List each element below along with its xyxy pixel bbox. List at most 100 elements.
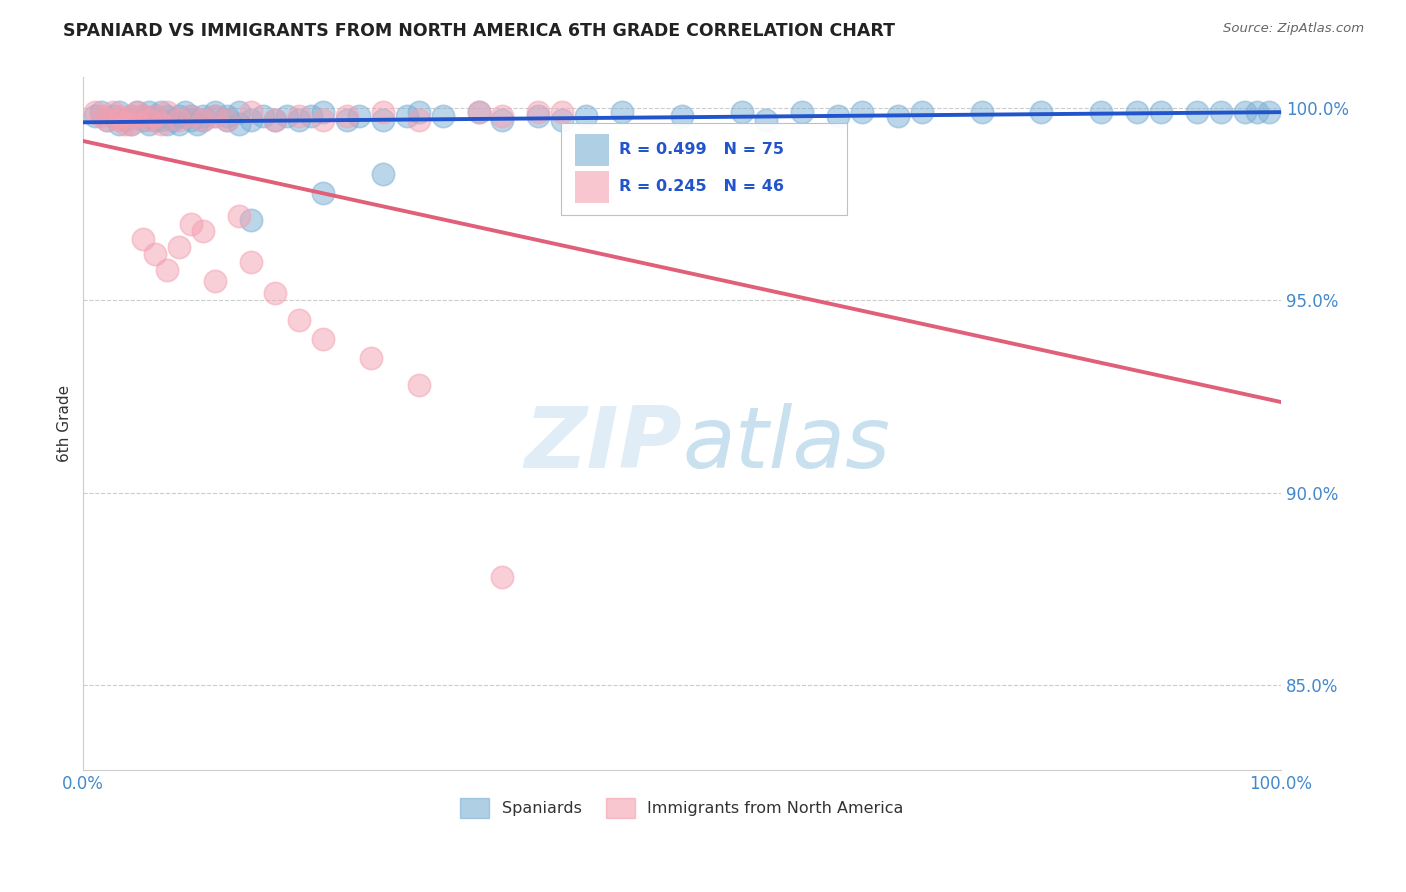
Point — [264, 112, 287, 127]
Point — [264, 285, 287, 300]
Point — [103, 109, 125, 123]
Point — [120, 117, 142, 131]
Point — [215, 112, 238, 127]
Point — [180, 112, 202, 127]
Point — [1246, 105, 1268, 120]
Point — [239, 255, 262, 269]
Point — [970, 105, 993, 120]
Point — [120, 109, 142, 123]
Y-axis label: 6th Grade: 6th Grade — [58, 385, 72, 462]
Point — [215, 112, 238, 127]
Point — [191, 224, 214, 238]
Point — [336, 112, 359, 127]
Point — [138, 117, 160, 131]
Point — [215, 109, 238, 123]
Point — [288, 312, 311, 326]
Point — [150, 105, 173, 120]
Point — [312, 112, 335, 127]
Point — [180, 109, 202, 123]
Point — [204, 109, 226, 123]
Point — [1090, 105, 1112, 120]
Legend: Spaniards, Immigrants from North America: Spaniards, Immigrants from North America — [454, 792, 910, 824]
Point — [138, 105, 160, 120]
Point — [299, 109, 322, 123]
Point — [239, 112, 262, 127]
Point — [191, 112, 214, 127]
Text: atlas: atlas — [682, 403, 890, 486]
Point — [371, 105, 394, 120]
Point — [408, 112, 430, 127]
Point — [167, 112, 190, 127]
Point — [143, 109, 166, 123]
Point — [312, 332, 335, 346]
Point — [408, 378, 430, 392]
Point — [167, 240, 190, 254]
Point — [467, 105, 489, 120]
Point — [612, 105, 634, 120]
Point — [127, 105, 149, 120]
Point — [108, 105, 131, 120]
Point — [132, 232, 155, 246]
Point — [84, 105, 107, 120]
Point — [239, 212, 262, 227]
Point — [150, 117, 173, 131]
Point — [911, 105, 934, 120]
Point — [1185, 105, 1208, 120]
Point — [186, 117, 208, 131]
Point — [671, 109, 693, 123]
Point — [312, 186, 335, 200]
Point — [174, 105, 197, 120]
Text: R = 0.499   N = 75: R = 0.499 N = 75 — [619, 142, 783, 157]
Point — [162, 112, 184, 127]
Point — [180, 217, 202, 231]
Point — [1031, 105, 1053, 120]
Point — [96, 112, 118, 127]
Point — [150, 112, 173, 127]
Point — [156, 262, 179, 277]
Point — [491, 570, 513, 584]
Point — [491, 112, 513, 127]
Point — [180, 109, 202, 123]
Point — [120, 117, 142, 131]
Point — [408, 105, 430, 120]
Point — [360, 351, 382, 366]
Point — [395, 109, 418, 123]
Point — [288, 112, 311, 127]
Point — [336, 109, 359, 123]
Point — [108, 117, 131, 131]
Point — [1209, 105, 1232, 120]
Point — [264, 112, 287, 127]
Point — [575, 109, 598, 123]
Point — [276, 109, 298, 123]
Point — [312, 105, 335, 120]
Point — [228, 117, 250, 131]
Point — [288, 109, 311, 123]
Point — [120, 109, 142, 123]
Point — [1150, 105, 1173, 120]
Point — [228, 105, 250, 120]
Point — [755, 112, 778, 127]
Point — [114, 112, 136, 127]
Point — [108, 109, 131, 123]
Point — [143, 109, 166, 123]
Point — [90, 109, 112, 123]
Point — [239, 105, 262, 120]
Point — [1126, 105, 1149, 120]
Point — [467, 105, 489, 120]
Point — [527, 109, 550, 123]
Point — [228, 209, 250, 223]
Point — [114, 117, 136, 131]
Text: R = 0.245   N = 46: R = 0.245 N = 46 — [619, 179, 783, 194]
Text: ZIP: ZIP — [524, 403, 682, 486]
Point — [108, 112, 131, 127]
Point — [551, 112, 574, 127]
Point — [167, 117, 190, 131]
Point — [204, 109, 226, 123]
Point — [138, 112, 160, 127]
Point — [252, 109, 274, 123]
Point — [371, 167, 394, 181]
Point — [103, 105, 125, 120]
Point — [827, 109, 849, 123]
Point — [143, 247, 166, 261]
Point — [1258, 105, 1281, 120]
